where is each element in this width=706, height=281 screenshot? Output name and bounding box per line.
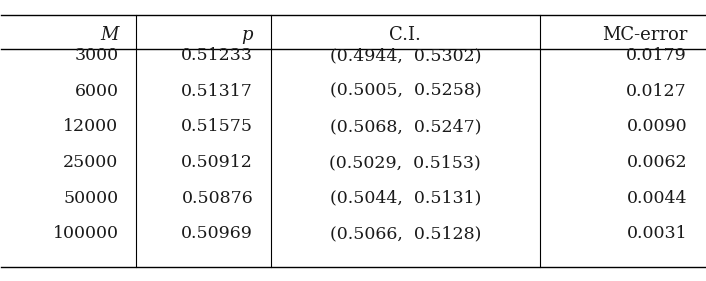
Text: 0.0179: 0.0179 xyxy=(626,47,687,64)
Text: 0.50876: 0.50876 xyxy=(181,190,253,207)
Text: 0.50969: 0.50969 xyxy=(181,225,253,242)
Text: 0.0044: 0.0044 xyxy=(626,190,687,207)
Text: 0.50912: 0.50912 xyxy=(181,154,253,171)
Text: (0.5029,  0.5153): (0.5029, 0.5153) xyxy=(330,154,481,171)
Text: 25000: 25000 xyxy=(64,154,119,171)
Text: (0.5005,  0.5258): (0.5005, 0.5258) xyxy=(330,83,481,100)
Text: 0.51575: 0.51575 xyxy=(181,118,253,135)
Text: 100000: 100000 xyxy=(52,225,119,242)
Text: (0.4944,  0.5302): (0.4944, 0.5302) xyxy=(330,47,481,64)
Text: 6000: 6000 xyxy=(74,83,119,100)
Text: 0.51317: 0.51317 xyxy=(181,83,253,100)
Text: 0.0090: 0.0090 xyxy=(626,118,687,135)
Text: 0.0127: 0.0127 xyxy=(626,83,687,100)
Text: 12000: 12000 xyxy=(64,118,119,135)
Text: MC-error: MC-error xyxy=(602,26,687,44)
Text: 0.0031: 0.0031 xyxy=(626,225,687,242)
Text: (0.5068,  0.5247): (0.5068, 0.5247) xyxy=(330,118,481,135)
Text: (0.5044,  0.5131): (0.5044, 0.5131) xyxy=(330,190,481,207)
Text: p: p xyxy=(241,26,253,44)
Text: (0.5066,  0.5128): (0.5066, 0.5128) xyxy=(330,225,481,242)
Text: 50000: 50000 xyxy=(64,190,119,207)
Text: M: M xyxy=(100,26,119,44)
Text: 3000: 3000 xyxy=(74,47,119,64)
Text: 0.0062: 0.0062 xyxy=(626,154,687,171)
Text: C.I.: C.I. xyxy=(390,26,421,44)
Text: 0.51233: 0.51233 xyxy=(181,47,253,64)
